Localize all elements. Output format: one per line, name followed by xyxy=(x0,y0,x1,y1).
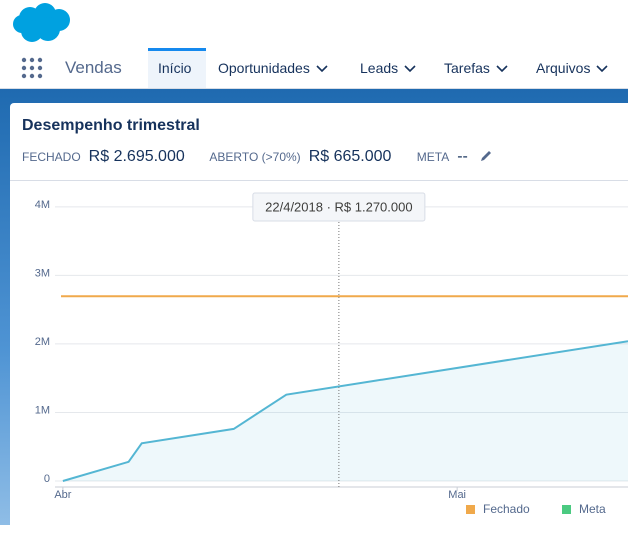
tab-label: Arquivos xyxy=(536,60,591,76)
metric-value: -- xyxy=(457,148,468,165)
nav-tab[interactable]: Tarefas xyxy=(434,48,518,88)
divider xyxy=(10,180,628,181)
y-tick-label: 2M xyxy=(35,336,50,348)
y-tick-label: 4M xyxy=(35,199,50,211)
area-line xyxy=(62,340,628,482)
logo[interactable] xyxy=(10,2,80,48)
nav-bar: Vendas Início Oportunidades Leads Tarefa… xyxy=(0,48,628,89)
legend-label: Meta xyxy=(579,502,606,516)
chevron[interactable] xyxy=(316,65,328,73)
global-header: Vendas Início Oportunidades Leads Tarefa… xyxy=(0,0,628,89)
chevron[interactable] xyxy=(496,65,508,73)
tab-label: Oportunidades xyxy=(218,60,310,76)
dashboard-card: Desempenho trimestral FECHADO R$ 2.695.00… xyxy=(10,103,628,533)
app-launcher[interactable] xyxy=(20,56,44,80)
y-tick-label: 1M xyxy=(35,404,50,416)
area-fill xyxy=(62,341,628,481)
tooltip-label: 22/4/2018 · R$ 1.270.000 xyxy=(265,199,412,214)
metrics: FECHADO R$ 2.695.000 ABERTO (>70%) R$ 665.… xyxy=(22,148,493,166)
tab-label: Tarefas xyxy=(444,60,490,76)
y-tick-label: 0 xyxy=(44,473,50,485)
tab-label: Leads xyxy=(360,60,399,76)
nav-tab[interactable]: Leads xyxy=(350,48,426,88)
x-tick-label: Mai xyxy=(448,489,466,501)
nav-tab[interactable]: Início xyxy=(148,48,206,88)
legend-swatch xyxy=(562,505,571,514)
chevron[interactable] xyxy=(404,65,416,73)
legend-swatch xyxy=(466,505,475,514)
app-name: Vendas xyxy=(65,58,122,77)
y-tick-label: 3M xyxy=(35,267,50,279)
chevron[interactable] xyxy=(596,65,609,73)
metric-label: FECHADO xyxy=(22,150,81,164)
x-tick-label: Abr xyxy=(54,489,71,501)
tooltip-box xyxy=(252,192,426,222)
legend-label: Fechado xyxy=(483,502,530,516)
metric-label: ABERTO (>70%) xyxy=(209,150,301,164)
metric-value: R$ 2.695.000 xyxy=(88,148,185,165)
metric-value: R$ 665.000 xyxy=(308,148,392,165)
card-title: Desempenho trimestral xyxy=(22,117,200,134)
tab-label: Início xyxy=(158,60,192,76)
metric-label: META xyxy=(416,150,450,164)
edit-icon[interactable] xyxy=(479,149,493,163)
nav-tab[interactable]: Oportunidades xyxy=(208,48,338,88)
nav-tab[interactable]: Arquivos xyxy=(526,48,618,88)
